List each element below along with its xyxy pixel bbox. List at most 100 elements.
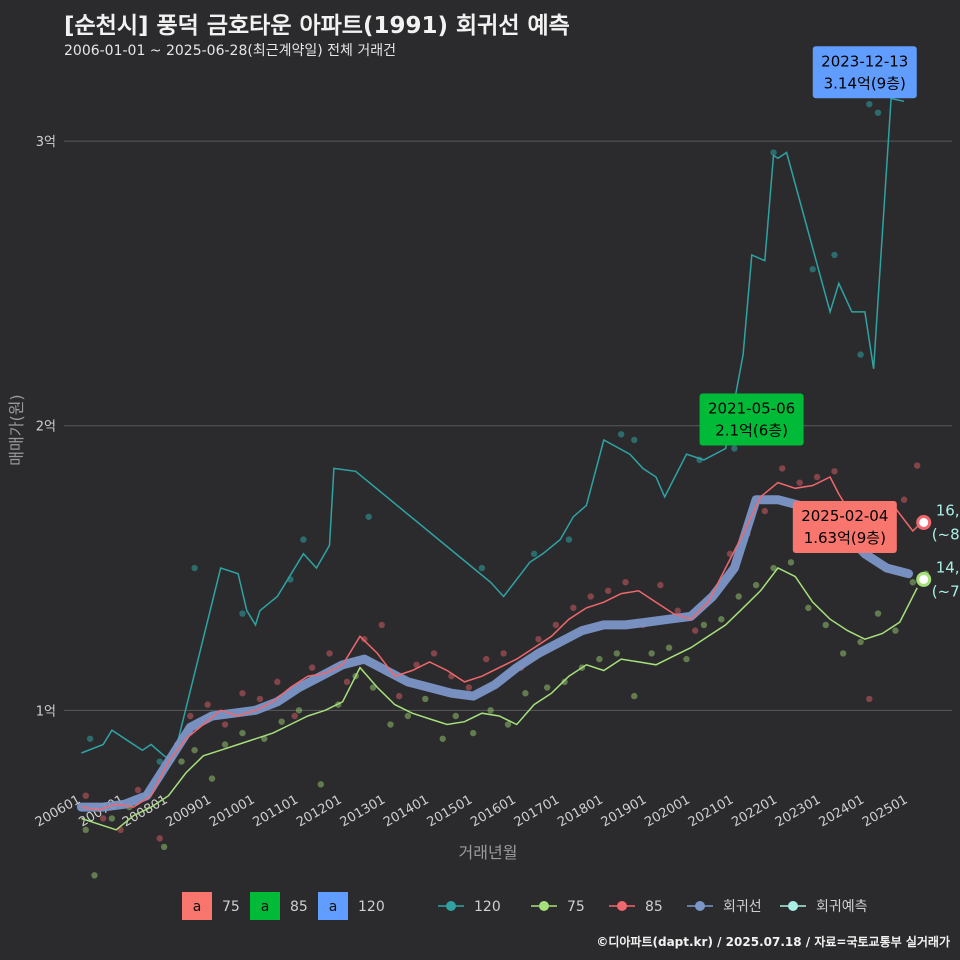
scatter-point-120	[874, 109, 882, 116]
scatter-point-75	[613, 650, 621, 657]
legend-label: 회귀선	[723, 899, 762, 915]
legend-label: 120	[474, 899, 501, 915]
x-axis-title: 거래년월	[459, 843, 518, 862]
scatter-point-75	[422, 695, 429, 703]
scatter-point-85	[535, 635, 542, 643]
scatter-point-75	[683, 655, 690, 663]
scatter-point-120	[300, 536, 307, 543]
scatter-point-75	[822, 621, 829, 629]
annotation-label: 2025-02-04 1.63억(9층)	[792, 501, 897, 554]
forecast-end-marker	[916, 571, 932, 587]
scatter-point-85	[204, 701, 211, 708]
forecast-value-label: 14,562	[936, 558, 960, 576]
y-axis-title: 매매가(원)	[7, 394, 26, 465]
scatter-point-85	[674, 607, 681, 614]
scatter-point-75	[857, 638, 864, 646]
annotation-price: 2.1억(6층)	[715, 421, 788, 439]
scatter-point-85	[779, 465, 786, 472]
scatter-point-75	[295, 707, 303, 714]
x-tick-label: 201301	[338, 792, 388, 830]
scatter-point-75	[91, 872, 98, 879]
scatter-point-75	[439, 735, 446, 742]
scatter-point-85	[134, 786, 142, 794]
scatter-point-75	[892, 627, 899, 634]
scatter-point-75	[631, 692, 638, 700]
scatter-point-120	[86, 735, 94, 742]
legend-swatch	[182, 892, 212, 920]
scatter-point-75	[82, 826, 89, 834]
scatter-point-120	[857, 351, 864, 358]
scatter-point-75	[404, 712, 412, 720]
scatter-point-85	[187, 712, 194, 720]
scatter-point-120	[478, 564, 486, 572]
scatter-point-85	[308, 664, 316, 671]
annotation-label: 2021-05-06 2.1억(6층)	[699, 393, 804, 446]
scatter-point-85	[900, 496, 908, 503]
scatter-point-75	[874, 610, 882, 617]
forecast-unit-label: (~85㎡)	[932, 525, 960, 543]
scatter-point-120	[617, 431, 625, 438]
annotation-box	[812, 46, 917, 99]
scatter-point-75	[178, 758, 185, 765]
scatter-point-85	[813, 473, 821, 481]
scatter-point-75	[787, 559, 795, 566]
scatter-point-75	[469, 729, 477, 737]
x-tick-label: 202301	[773, 792, 823, 830]
scatter-point-85	[256, 695, 264, 703]
scatter-point-75	[665, 644, 673, 651]
legend-marker	[539, 901, 549, 911]
series-line-85	[81, 476, 923, 811]
scatter-point-75	[160, 843, 168, 851]
scatter-point-75	[770, 564, 777, 572]
scatter-point-85	[831, 468, 838, 475]
annotation-date: 2023-12-13	[821, 52, 908, 70]
annotation-box	[699, 393, 804, 446]
scatter-point-85	[913, 462, 921, 469]
scatter-point-85	[622, 579, 629, 586]
scatter-point-75	[387, 721, 394, 728]
annotation-box	[792, 501, 897, 554]
scatter-point-75	[452, 712, 459, 720]
scatter-point-75	[735, 593, 742, 600]
scatter-point-75	[561, 678, 568, 686]
legend-label: 회귀예측	[816, 899, 868, 915]
x-tick-label: 202501	[860, 792, 910, 830]
legend-glyph: a	[193, 899, 202, 915]
legend-marker	[446, 901, 456, 911]
scatter-point-75	[108, 815, 116, 822]
annotation-date: 2025-02-04	[801, 507, 888, 525]
legend-marker	[617, 901, 627, 911]
scatter-point-85	[430, 650, 438, 657]
scatter-point-120	[831, 251, 838, 259]
scatter-point-120	[866, 100, 873, 108]
x-tick-label: 202201	[729, 792, 779, 830]
series-line-75	[81, 567, 918, 831]
x-tick-label: 201501	[425, 792, 475, 830]
y-tick-label: 1억	[36, 704, 56, 719]
scatter-point-85	[413, 661, 420, 668]
scatter-point-85	[604, 587, 612, 594]
legend-glyph: a	[329, 899, 338, 915]
series-line-120	[81, 97, 905, 763]
scatter-point-85	[483, 655, 490, 663]
x-tick-label: 201801	[555, 792, 605, 830]
x-tick-label: 200601	[33, 792, 83, 830]
x-tick-label: 201601	[468, 792, 518, 830]
scatter-point-85	[291, 712, 298, 720]
legend-label: 75	[222, 899, 240, 915]
scatter-point-75	[191, 746, 198, 754]
scatter-point-120	[631, 436, 638, 444]
x-tick-label: 201101	[251, 792, 301, 830]
scatter-point-120	[731, 445, 738, 452]
chart-subtitle: 2006-01-01 ~ 2025-06-28(최근계약일) 전체 거래건	[64, 43, 396, 59]
scatter-point-85	[343, 678, 351, 686]
scatter-point-85	[239, 690, 246, 697]
x-tick-label: 202001	[642, 792, 692, 830]
scatter-point-85	[657, 581, 664, 589]
scatter-point-75	[317, 781, 325, 788]
legend-swatch	[250, 892, 280, 920]
scatter-point-75	[208, 775, 216, 782]
scatter-point-75	[752, 581, 760, 589]
legend-marker	[788, 901, 798, 911]
